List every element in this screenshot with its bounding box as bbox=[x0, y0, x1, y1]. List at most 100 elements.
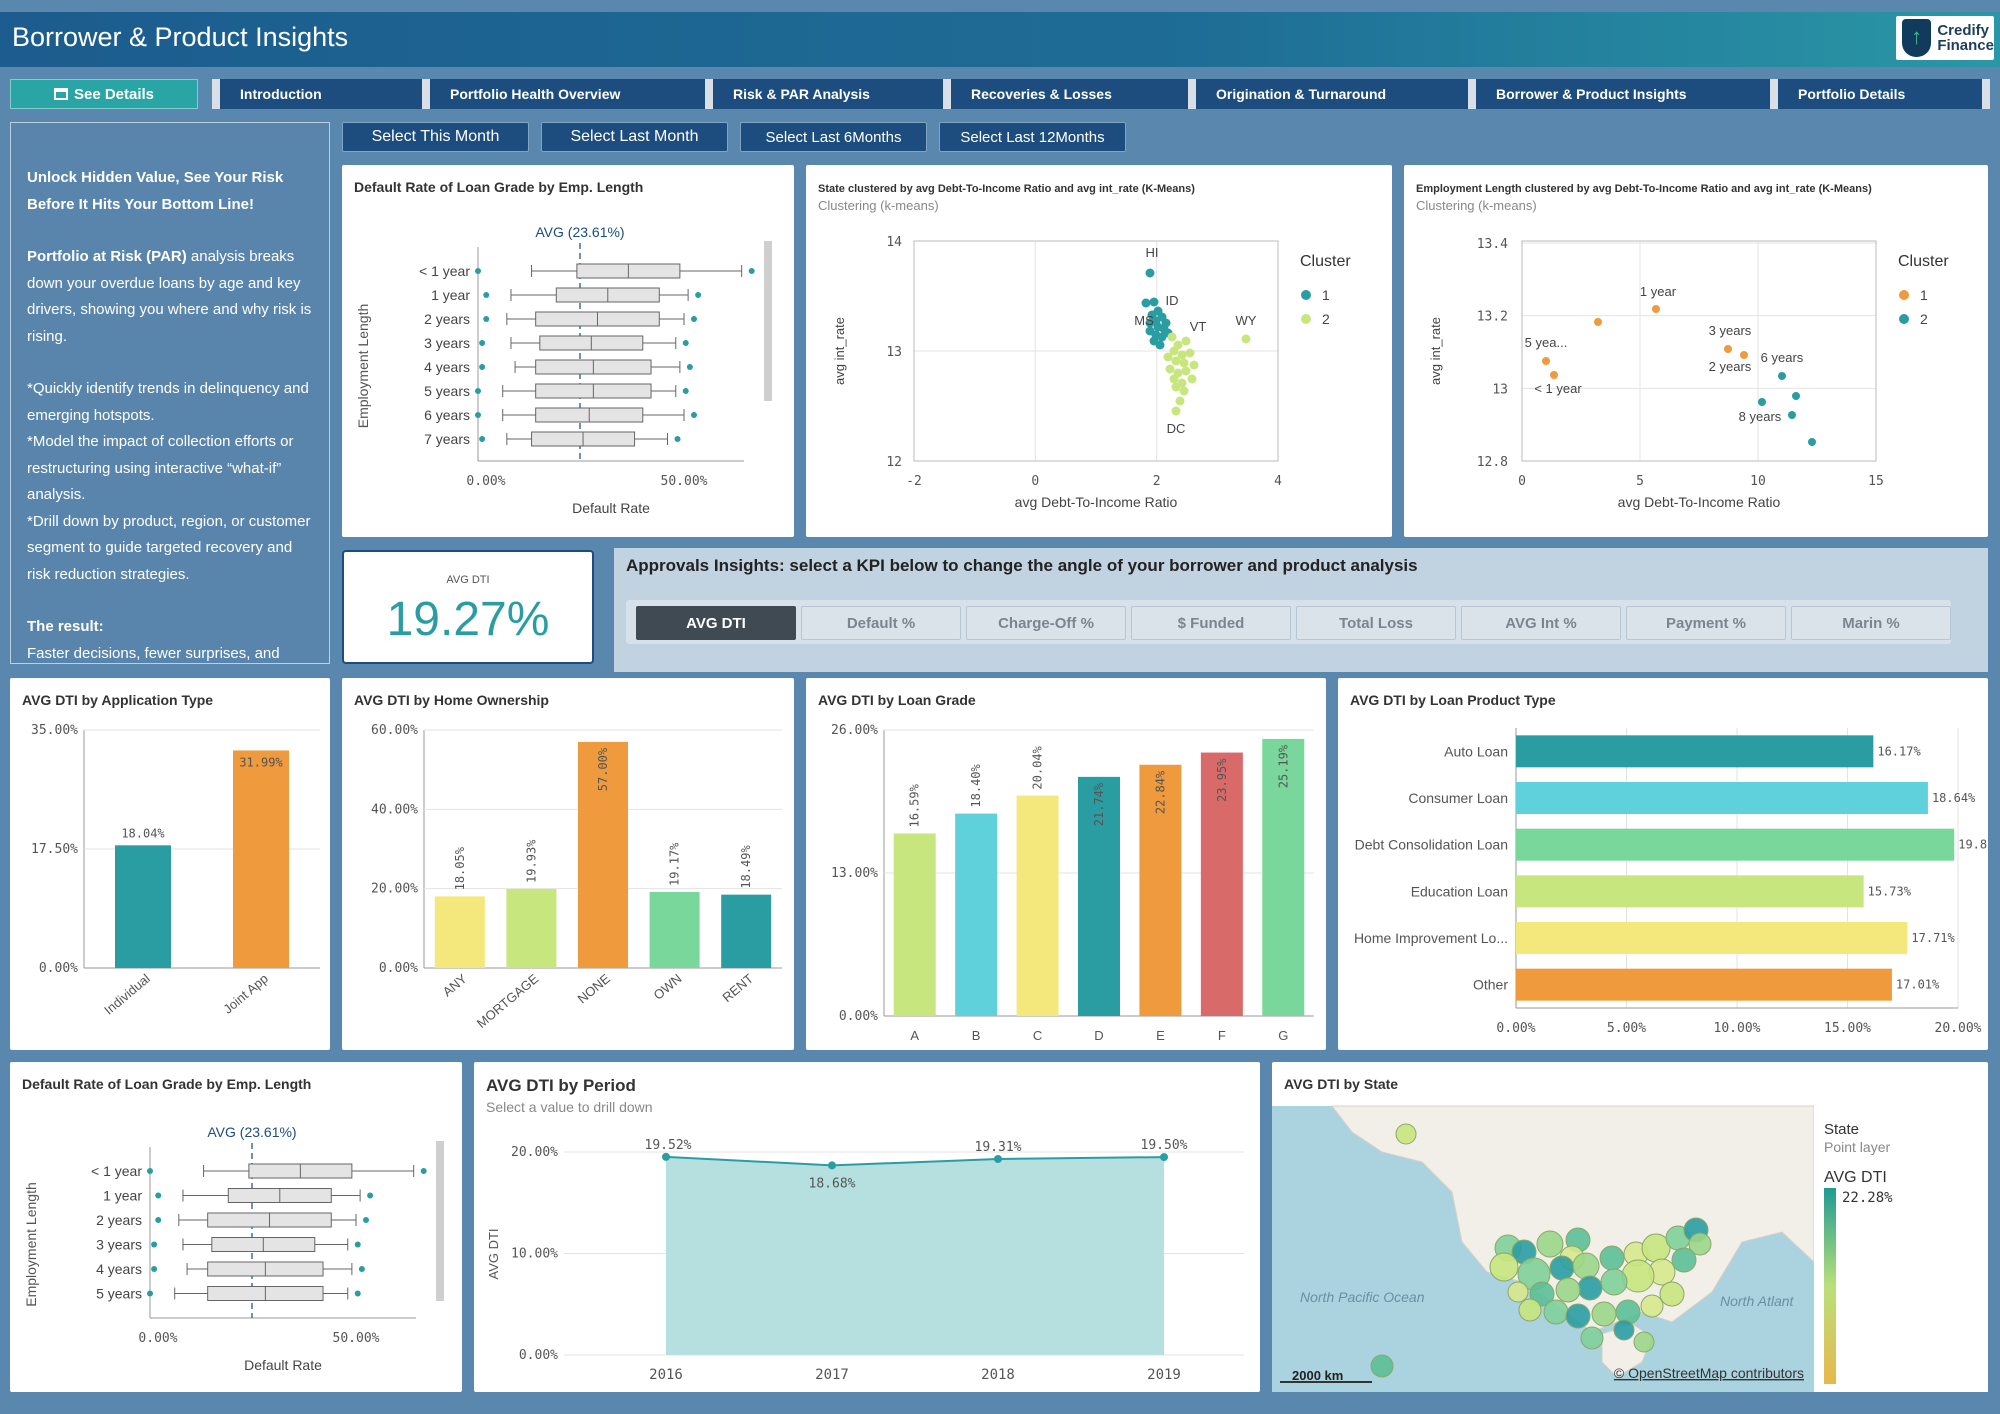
tab-origination[interactable]: Origination & Turnaround bbox=[1188, 79, 1468, 109]
x-tick-label: MORTGAGE bbox=[474, 971, 542, 1031]
tab-portfolio-health[interactable]: Portfolio Health Overview bbox=[422, 79, 705, 109]
cluster1-point bbox=[1550, 371, 1558, 379]
point-label: HI bbox=[1146, 245, 1159, 260]
sidebar-par-bold: Portfolio at Risk (PAR) bbox=[27, 248, 187, 265]
select-last-month-button[interactable]: Select Last Month bbox=[541, 122, 728, 152]
sidebar-par-text: analysis breaks down your overdue loans … bbox=[27, 248, 312, 345]
bar-chart[interactable]: 0.00% 5.00% 10.00% 15.00% 20.00% 16.17% Auto L… bbox=[1338, 678, 1988, 1050]
y-tick-label: Consumer Loan bbox=[1408, 790, 1508, 806]
select-last-6months-button[interactable]: Select Last 6Months bbox=[740, 122, 927, 152]
chart-title: AVG DTI by Loan Product Type bbox=[1350, 692, 1556, 708]
bar-chart[interactable]: 35.00% 17.50% 0.00% 18.04% Individual 31.99% J… bbox=[10, 678, 330, 1050]
outlier bbox=[748, 268, 755, 274]
data-label: 17.01% bbox=[1896, 978, 1940, 992]
boxplot-panel-bottom[interactable]: Default Rate of Loan Grade by Emp. Lengt… bbox=[10, 1062, 462, 1392]
x-tick-label: 10 bbox=[1750, 474, 1766, 489]
tab-borrower-product[interactable]: Borrower & Product Insights bbox=[1468, 79, 1770, 109]
chart-title: AVG DTI by Home Ownership bbox=[354, 692, 549, 708]
outlier bbox=[367, 1192, 374, 1199]
cluster1-point bbox=[1145, 318, 1155, 328]
data-label: 16.17% bbox=[1877, 744, 1921, 758]
x-tick-label: A bbox=[910, 1028, 919, 1043]
outlier bbox=[155, 1217, 162, 1223]
kpi-payment-button[interactable]: Payment % bbox=[1626, 606, 1786, 640]
tab-recoveries[interactable]: Recoveries & Losses bbox=[943, 79, 1188, 109]
outlier bbox=[483, 292, 490, 298]
y-tick-label: 5 years bbox=[424, 383, 470, 399]
loan-grade-panel[interactable]: AVG DTI by Loan Grade 26.00% 13.00% 0.00% 1… bbox=[806, 678, 1326, 1050]
cluster1-point bbox=[1141, 298, 1151, 308]
kpi-default-button[interactable]: Default % bbox=[801, 606, 961, 640]
state-bubble bbox=[1529, 1281, 1555, 1307]
boxplot-chart[interactable]: Employment Length AVG (23.61%) 0.00% 50.00%… bbox=[342, 165, 794, 537]
y-tick-label: 26.00% bbox=[831, 723, 878, 738]
legend-label: 1 bbox=[1322, 287, 1330, 303]
map-panel[interactable]: AVG DTI by State North Pacific Ocean Nort… bbox=[1272, 1062, 1988, 1392]
kpi-chargeoff-button[interactable]: Charge-Off % bbox=[966, 606, 1126, 640]
select-last-12months-button[interactable]: Select Last 12Months bbox=[939, 122, 1126, 152]
cluster2-point bbox=[1241, 334, 1251, 344]
y-tick-label: 20.00% bbox=[511, 1145, 558, 1160]
state-bubble bbox=[1543, 1299, 1569, 1325]
chart-title: Default Rate of Loan Grade by Emp. Lengt… bbox=[354, 179, 644, 195]
state-bubble bbox=[1621, 1259, 1655, 1293]
chart-subtitle: Clustering (k-means) bbox=[1416, 198, 1537, 213]
y-tick-label: < 1 year bbox=[91, 1163, 142, 1179]
tab-risk-par[interactable]: Risk & PAR Analysis bbox=[705, 79, 943, 109]
data-label: 18.05% bbox=[453, 846, 467, 890]
cluster1-point bbox=[1161, 318, 1171, 328]
y-tick-label: 1 year bbox=[103, 1188, 142, 1204]
x-tick-label: OWN bbox=[651, 971, 685, 1003]
home-ownership-panel[interactable]: AVG DTI by Home Ownership 60.00% 40.00% 20… bbox=[342, 678, 794, 1050]
kpi-funded-button[interactable]: $ Funded bbox=[1131, 606, 1291, 640]
arrow-shield-icon: ↑ bbox=[1902, 19, 1932, 57]
outlier bbox=[354, 1241, 361, 1248]
y-tick-label: Other bbox=[1473, 977, 1508, 993]
state-cluster-panel[interactable]: State clustered by avg Debt-To-Income Ra… bbox=[806, 165, 1392, 537]
cluster2-point bbox=[1171, 382, 1181, 392]
emp-cluster-panel[interactable]: Employment Length clustered by avg Debt-… bbox=[1404, 165, 1988, 537]
x-tick-label: E bbox=[1156, 1028, 1165, 1043]
outlier bbox=[674, 436, 681, 442]
data-label: 18.40% bbox=[969, 763, 983, 807]
boxplot-chart[interactable]: Employment Length AVG (23.61%) 0.00% 50.00%… bbox=[10, 1062, 462, 1392]
app-type-panel[interactable]: AVG DTI by Application Type 35.00% 17.50%… bbox=[10, 678, 330, 1050]
kpi-value: 19.27% bbox=[386, 593, 550, 646]
y-tick-label: 12.8 bbox=[1477, 455, 1508, 470]
bar-chart[interactable]: 60.00% 40.00% 20.00% 0.00% 18.05% ANY 19.93% MO… bbox=[342, 678, 794, 1050]
bar bbox=[1139, 764, 1182, 1016]
period-panel[interactable]: AVG DTI by Period Select a value to dril… bbox=[474, 1062, 1260, 1392]
cluster2-point bbox=[1171, 356, 1181, 366]
area-chart[interactable]: 20.00% 10.00% 0.00% AVG DTI 19.52% 2016 18.68%… bbox=[474, 1062, 1260, 1392]
select-this-month-button[interactable]: Select This Month bbox=[342, 122, 529, 152]
tab-portfolio-details[interactable]: Portfolio Details bbox=[1770, 79, 1990, 109]
data-point bbox=[828, 1161, 836, 1170]
point-label: 2 years bbox=[1709, 359, 1752, 374]
point-label: DC bbox=[1167, 421, 1186, 436]
logo-text-top: Credify bbox=[1937, 22, 1989, 39]
product-type-panel[interactable]: AVG DTI by Loan Product Type 0.00% 5.00% 1… bbox=[1338, 678, 1988, 1050]
x-tick-label: 5 bbox=[1636, 474, 1644, 489]
data-label: 17.71% bbox=[1911, 931, 1955, 945]
state-map[interactable]: North Pacific Ocean North Atlant StatePoin… bbox=[1272, 1062, 1988, 1392]
kpi-avg-dti-button[interactable]: AVG DTI bbox=[636, 606, 796, 640]
cluster2-point bbox=[1175, 396, 1185, 406]
kpi-avg-int-button[interactable]: AVG Int % bbox=[1461, 606, 1621, 640]
scatter-chart[interactable]: 0 5 10 15 13.4 13.2 13 12.8 avg Debt-To-Income R… bbox=[1404, 165, 1988, 537]
see-details-button[interactable]: See Details bbox=[10, 79, 198, 109]
y-tick-label: 13 bbox=[1492, 382, 1508, 397]
cluster2-point bbox=[1169, 374, 1179, 384]
cluster1-point bbox=[1145, 268, 1155, 278]
data-label: 18.68% bbox=[809, 1176, 856, 1191]
boxplot-panel-top[interactable]: Default Rate of Loan Grade by Emp. Lengt… bbox=[342, 165, 794, 537]
data-label: 22.84% bbox=[1153, 770, 1167, 814]
kpi-total-loss-button[interactable]: Total Loss bbox=[1296, 606, 1456, 640]
kpi-margin-button[interactable]: Marin % bbox=[1791, 606, 1951, 640]
bar-chart[interactable]: 26.00% 13.00% 0.00% 16.59% A 18.40% B 20.04% C 21… bbox=[806, 678, 1326, 1050]
kpi-card[interactable]: AVG DTI 19.27% bbox=[342, 550, 594, 664]
cluster1-point bbox=[1594, 318, 1602, 326]
scrollbar bbox=[764, 241, 772, 401]
tab-introduction[interactable]: Introduction bbox=[212, 79, 422, 109]
color-scale bbox=[1824, 1188, 1836, 1384]
